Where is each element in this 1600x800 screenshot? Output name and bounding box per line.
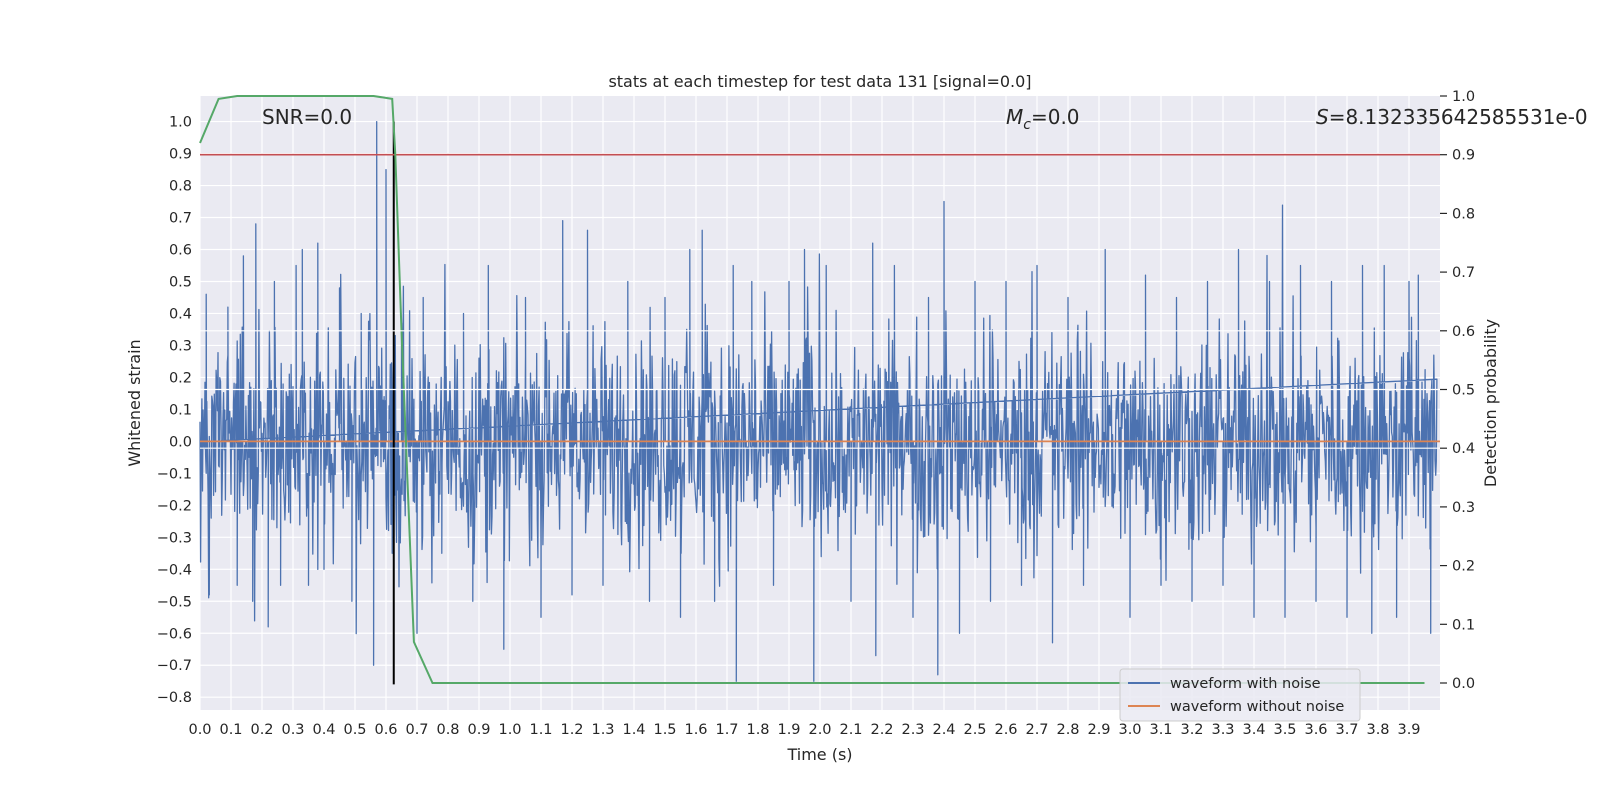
chirp-mass-symbol: M — [1006, 105, 1023, 129]
x-tick-label: 0.2 — [250, 722, 273, 738]
x-tick-label: 2.7 — [1025, 722, 1048, 738]
y2-tick-label: 0.6 — [1452, 324, 1475, 340]
y-tick-labels: 1.0 0.9 0.8 0.7 0.6 0.5 0.4 0.3 0.2 0.1 0.0 −0.1 −0.… — [157, 115, 192, 707]
y-tick-label: 0.4 — [169, 306, 192, 322]
noise-waveform-path — [199, 120, 1438, 682]
snr-annotation: SNR=0.0 — [262, 105, 352, 129]
x-tick-label: 0.9 — [467, 722, 490, 738]
statistic-symbol: S — [1316, 105, 1329, 129]
legend-noise-label: waveform with noise — [1170, 676, 1321, 692]
y-tick-label: −0.8 — [157, 690, 192, 706]
y2-tick-label: 0.5 — [1452, 382, 1475, 398]
y-tick-label: −0.3 — [157, 530, 192, 546]
y-tick-label: −0.6 — [157, 626, 192, 642]
x-tick-label: 3.0 — [1118, 722, 1141, 738]
y2-axis-label: Detection probability — [1481, 319, 1500, 487]
y-tick-label: 0.0 — [169, 434, 192, 450]
x-tick-label: 1.9 — [777, 722, 800, 738]
statistic-value: =8.132335642585531e-0 — [1329, 105, 1588, 129]
y-tick-label: −0.4 — [157, 562, 192, 578]
x-tick-label: 1.6 — [684, 722, 707, 738]
x-tick-label: 0.1 — [219, 722, 242, 738]
x-tick-labels: 0.0 0.1 0.2 0.3 0.4 0.5 0.6 0.7 0.8 0.9 1.0 1.1 1.2 1… — [188, 722, 1420, 738]
x-tick-label: 3.4 — [1242, 722, 1265, 738]
chirp-mass-value: =0.0 — [1031, 105, 1080, 129]
y2-gridlines — [200, 330, 1440, 449]
y-tick-label: 1.0 — [169, 115, 192, 131]
x-tick-label: 3.3 — [1211, 722, 1234, 738]
x-tick-label: 0.8 — [436, 722, 459, 738]
x-tick-label: 2.0 — [808, 722, 831, 738]
y2-tick-label: 0.0 — [1452, 676, 1475, 692]
y2-tick-label: 0.1 — [1452, 617, 1475, 633]
x-tick-label: 3.1 — [1149, 722, 1172, 738]
y-tick-label: 0.5 — [169, 274, 192, 290]
x-tick-label: 2.6 — [994, 722, 1017, 738]
y2-tick-label: 0.4 — [1452, 441, 1475, 457]
x-tick-label: 3.7 — [1335, 722, 1358, 738]
chirp-mass-subscript: c — [1023, 117, 1031, 133]
y-tick-label: 0.6 — [169, 243, 192, 259]
y2-tick-label: 0.7 — [1452, 265, 1475, 281]
x-tick-label: 3.2 — [1180, 722, 1203, 738]
x-tick-label: 2.4 — [932, 722, 955, 738]
x-tick-label: 2.8 — [1056, 722, 1079, 738]
x-tick-label: 1.2 — [560, 722, 583, 738]
y-tick-label: 0.9 — [169, 147, 192, 163]
x-tick-label: 0.6 — [374, 722, 397, 738]
y-tick-label: −0.5 — [157, 594, 192, 610]
chart-title: stats at each timestep for test data 131… — [608, 72, 1031, 91]
y2-tick-label: 0.9 — [1452, 148, 1475, 164]
x-tick-label: 2.2 — [870, 722, 893, 738]
x-tick-label: 3.6 — [1304, 722, 1327, 738]
y2-tick-label: 0.8 — [1452, 206, 1475, 222]
x-tick-label: 3.5 — [1273, 722, 1296, 738]
x-tick-label: 2.9 — [1087, 722, 1110, 738]
x-tick-label: 0.5 — [343, 722, 366, 738]
x-axis-label: Time (s) — [786, 745, 852, 764]
x-tick-label: 1.4 — [622, 722, 645, 738]
x-tick-label: 3.8 — [1366, 722, 1389, 738]
y-tick-label: 0.8 — [169, 179, 192, 195]
chirp-mass-annotation: Mc=0.0 — [1006, 105, 1080, 133]
x-tick-label: 2.5 — [963, 722, 986, 738]
x-tick-label: 2.3 — [901, 722, 924, 738]
y2-tick-label: 0.3 — [1452, 500, 1475, 516]
y2-tick-label: 1.0 — [1452, 89, 1475, 105]
x-tick-label: 0.7 — [405, 722, 428, 738]
y2-tick-labels: 1.0 0.9 0.8 0.7 0.6 0.5 0.4 0.3 0.2 0.1 0.0 — [1440, 89, 1475, 692]
x-tick-label: 1.0 — [498, 722, 521, 738]
legend-clean-label: waveform without noise — [1170, 699, 1344, 715]
x-tick-label: 0.0 — [188, 722, 211, 738]
x-tick-label: 0.3 — [281, 722, 304, 738]
y-tick-label: 0.1 — [169, 402, 192, 418]
y-tick-label: 0.3 — [169, 338, 192, 354]
y-tick-label: 0.7 — [169, 211, 192, 227]
x-tick-label: 0.4 — [312, 722, 335, 738]
detection-probability-line — [199, 95, 1425, 684]
x-tick-label: 1.7 — [715, 722, 738, 738]
y-tick-label: −0.1 — [157, 466, 192, 482]
y-tick-label: −0.7 — [157, 658, 192, 674]
legend: waveform with noise waveform without noi… — [1119, 668, 1361, 722]
x-tick-label: 1.8 — [746, 722, 769, 738]
y2-tick-label: 0.2 — [1452, 559, 1475, 575]
y-axis-label: Whitened strain — [125, 339, 144, 466]
y-tick-label: 0.2 — [169, 370, 192, 386]
legend-box — [1119, 668, 1361, 722]
y-tick-label: −0.2 — [157, 498, 192, 514]
waveform-with-noise-series — [199, 120, 1438, 682]
statistic-annotation: S=8.132335642585531e-0 — [1316, 105, 1588, 129]
x-tick-label: 1.1 — [529, 722, 552, 738]
x-tick-label: 2.1 — [839, 722, 862, 738]
x-tick-label: 3.9 — [1397, 722, 1420, 738]
x-tick-label: 1.5 — [653, 722, 676, 738]
x-tick-label: 1.3 — [591, 722, 614, 738]
